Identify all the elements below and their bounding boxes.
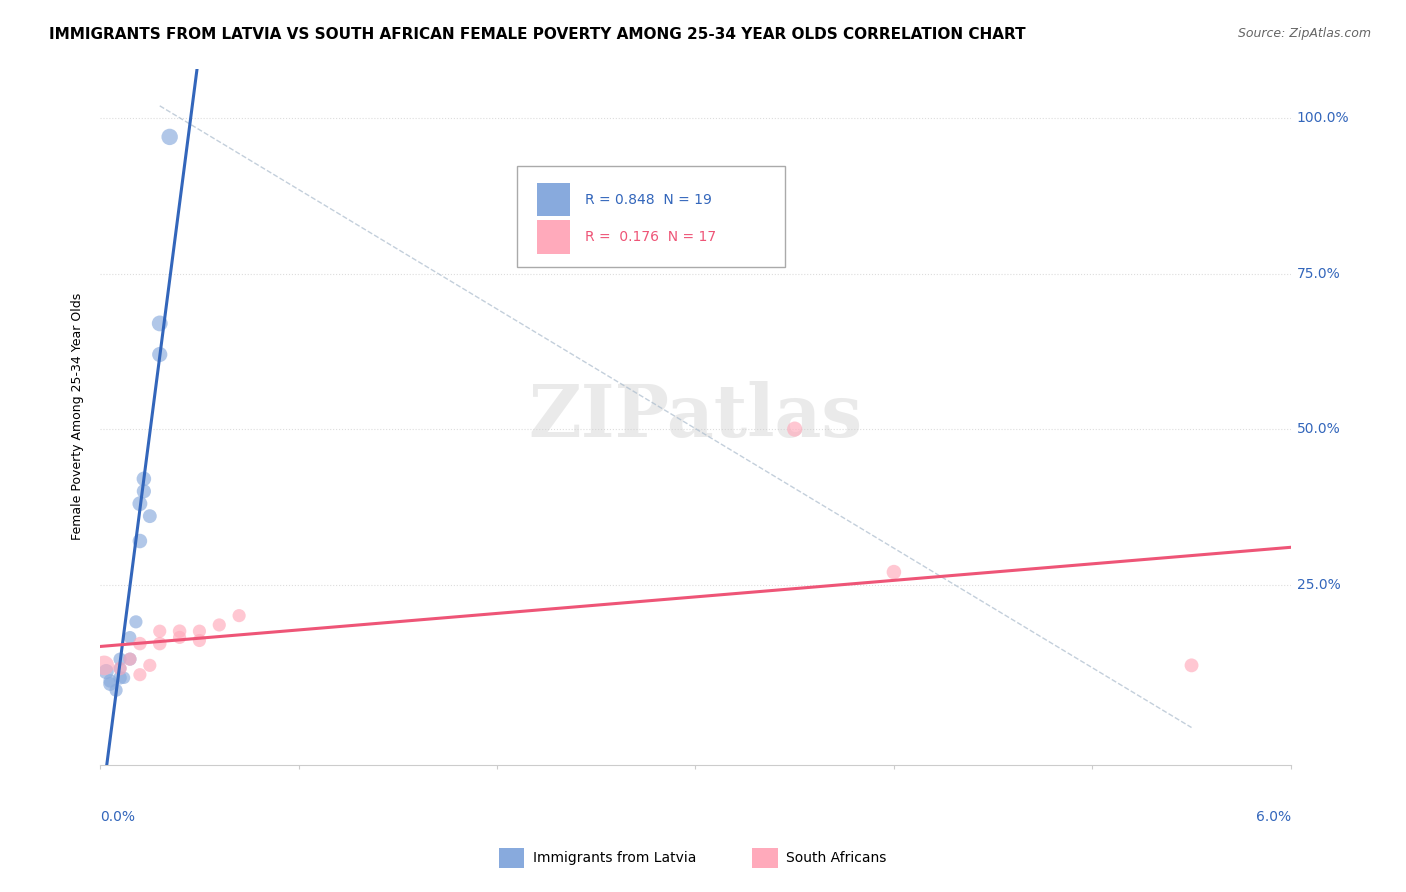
Point xyxy=(108,671,131,685)
Text: IMMIGRANTS FROM LATVIA VS SOUTH AFRICAN FEMALE POVERTY AMONG 25-34 YEAR OLDS COR: IMMIGRANTS FROM LATVIA VS SOUTH AFRICAN … xyxy=(49,27,1026,42)
Point xyxy=(128,497,150,511)
Text: 25.0%: 25.0% xyxy=(1296,577,1340,591)
FancyBboxPatch shape xyxy=(537,220,571,254)
Point xyxy=(188,633,211,648)
Point xyxy=(783,422,806,436)
Point xyxy=(96,665,118,679)
Text: 50.0%: 50.0% xyxy=(1296,422,1340,436)
Text: South Africans: South Africans xyxy=(786,851,886,865)
Text: 6.0%: 6.0% xyxy=(1256,810,1291,824)
Text: Source: ZipAtlas.com: Source: ZipAtlas.com xyxy=(1237,27,1371,40)
Point xyxy=(149,637,172,651)
Text: 100.0%: 100.0% xyxy=(1296,112,1350,125)
Point xyxy=(159,129,181,144)
Point xyxy=(883,565,905,579)
Point xyxy=(128,667,150,681)
Text: R = 0.848  N = 19: R = 0.848 N = 19 xyxy=(585,193,711,207)
Point xyxy=(208,618,231,632)
Point xyxy=(139,509,162,524)
Text: Immigrants from Latvia: Immigrants from Latvia xyxy=(533,851,696,865)
Point xyxy=(118,652,141,666)
Point xyxy=(149,347,172,361)
Point xyxy=(169,624,191,639)
Text: 75.0%: 75.0% xyxy=(1296,267,1340,281)
Text: 0.0%: 0.0% xyxy=(100,810,135,824)
Point xyxy=(149,624,172,639)
Point xyxy=(108,661,131,675)
Point xyxy=(132,472,155,486)
Point xyxy=(128,637,150,651)
Point xyxy=(118,631,141,645)
Point xyxy=(149,317,172,331)
Text: R =  0.176  N = 17: R = 0.176 N = 17 xyxy=(585,230,716,244)
Point xyxy=(105,683,128,698)
Point xyxy=(188,624,211,639)
Point xyxy=(108,652,131,666)
Point xyxy=(118,652,141,666)
Point xyxy=(169,631,191,645)
Point xyxy=(125,615,148,629)
FancyBboxPatch shape xyxy=(517,166,785,267)
Point xyxy=(228,608,250,623)
Text: ZIPatlas: ZIPatlas xyxy=(529,381,862,452)
FancyBboxPatch shape xyxy=(537,183,571,216)
Point xyxy=(112,671,135,685)
Point xyxy=(128,534,150,549)
Y-axis label: Female Poverty Among 25-34 Year Olds: Female Poverty Among 25-34 Year Olds xyxy=(72,293,84,541)
Point xyxy=(132,484,155,499)
Point xyxy=(98,677,121,691)
Point xyxy=(139,658,162,673)
Point xyxy=(93,658,115,673)
Point xyxy=(108,661,131,675)
Point xyxy=(98,673,121,688)
Point xyxy=(1180,658,1202,673)
